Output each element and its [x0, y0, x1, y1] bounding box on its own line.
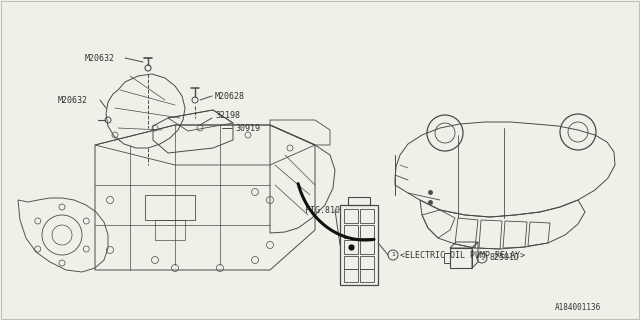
Text: M20632: M20632 [85, 53, 115, 62]
Bar [344, 225, 358, 238]
Text: 1: 1 [480, 255, 484, 260]
Bar [450, 248, 472, 268]
Text: M20628: M20628 [215, 92, 245, 100]
Text: 32198: 32198 [215, 110, 240, 119]
Bar [344, 209, 358, 222]
Bar [360, 209, 374, 222]
Text: FIG.810: FIG.810 [305, 205, 340, 214]
Text: 82501D: 82501D [489, 253, 519, 262]
Text: A184001136: A184001136 [555, 303, 601, 313]
Bar [155, 220, 185, 240]
Bar [348, 197, 370, 205]
Bar [344, 240, 358, 253]
Text: 30919: 30919 [235, 124, 260, 132]
Bar [360, 225, 374, 238]
Bar [145, 195, 195, 220]
Bar [360, 269, 374, 282]
Bar [340, 205, 378, 285]
Bar [444, 253, 450, 263]
Text: M20632: M20632 [58, 95, 88, 105]
Text: <ELECTRIC OIL PUMP RELAY>: <ELECTRIC OIL PUMP RELAY> [400, 251, 525, 260]
Bar [360, 240, 374, 253]
Text: 1: 1 [391, 252, 395, 258]
Bar [344, 269, 358, 282]
Bar [344, 255, 358, 269]
Bar [360, 255, 374, 269]
